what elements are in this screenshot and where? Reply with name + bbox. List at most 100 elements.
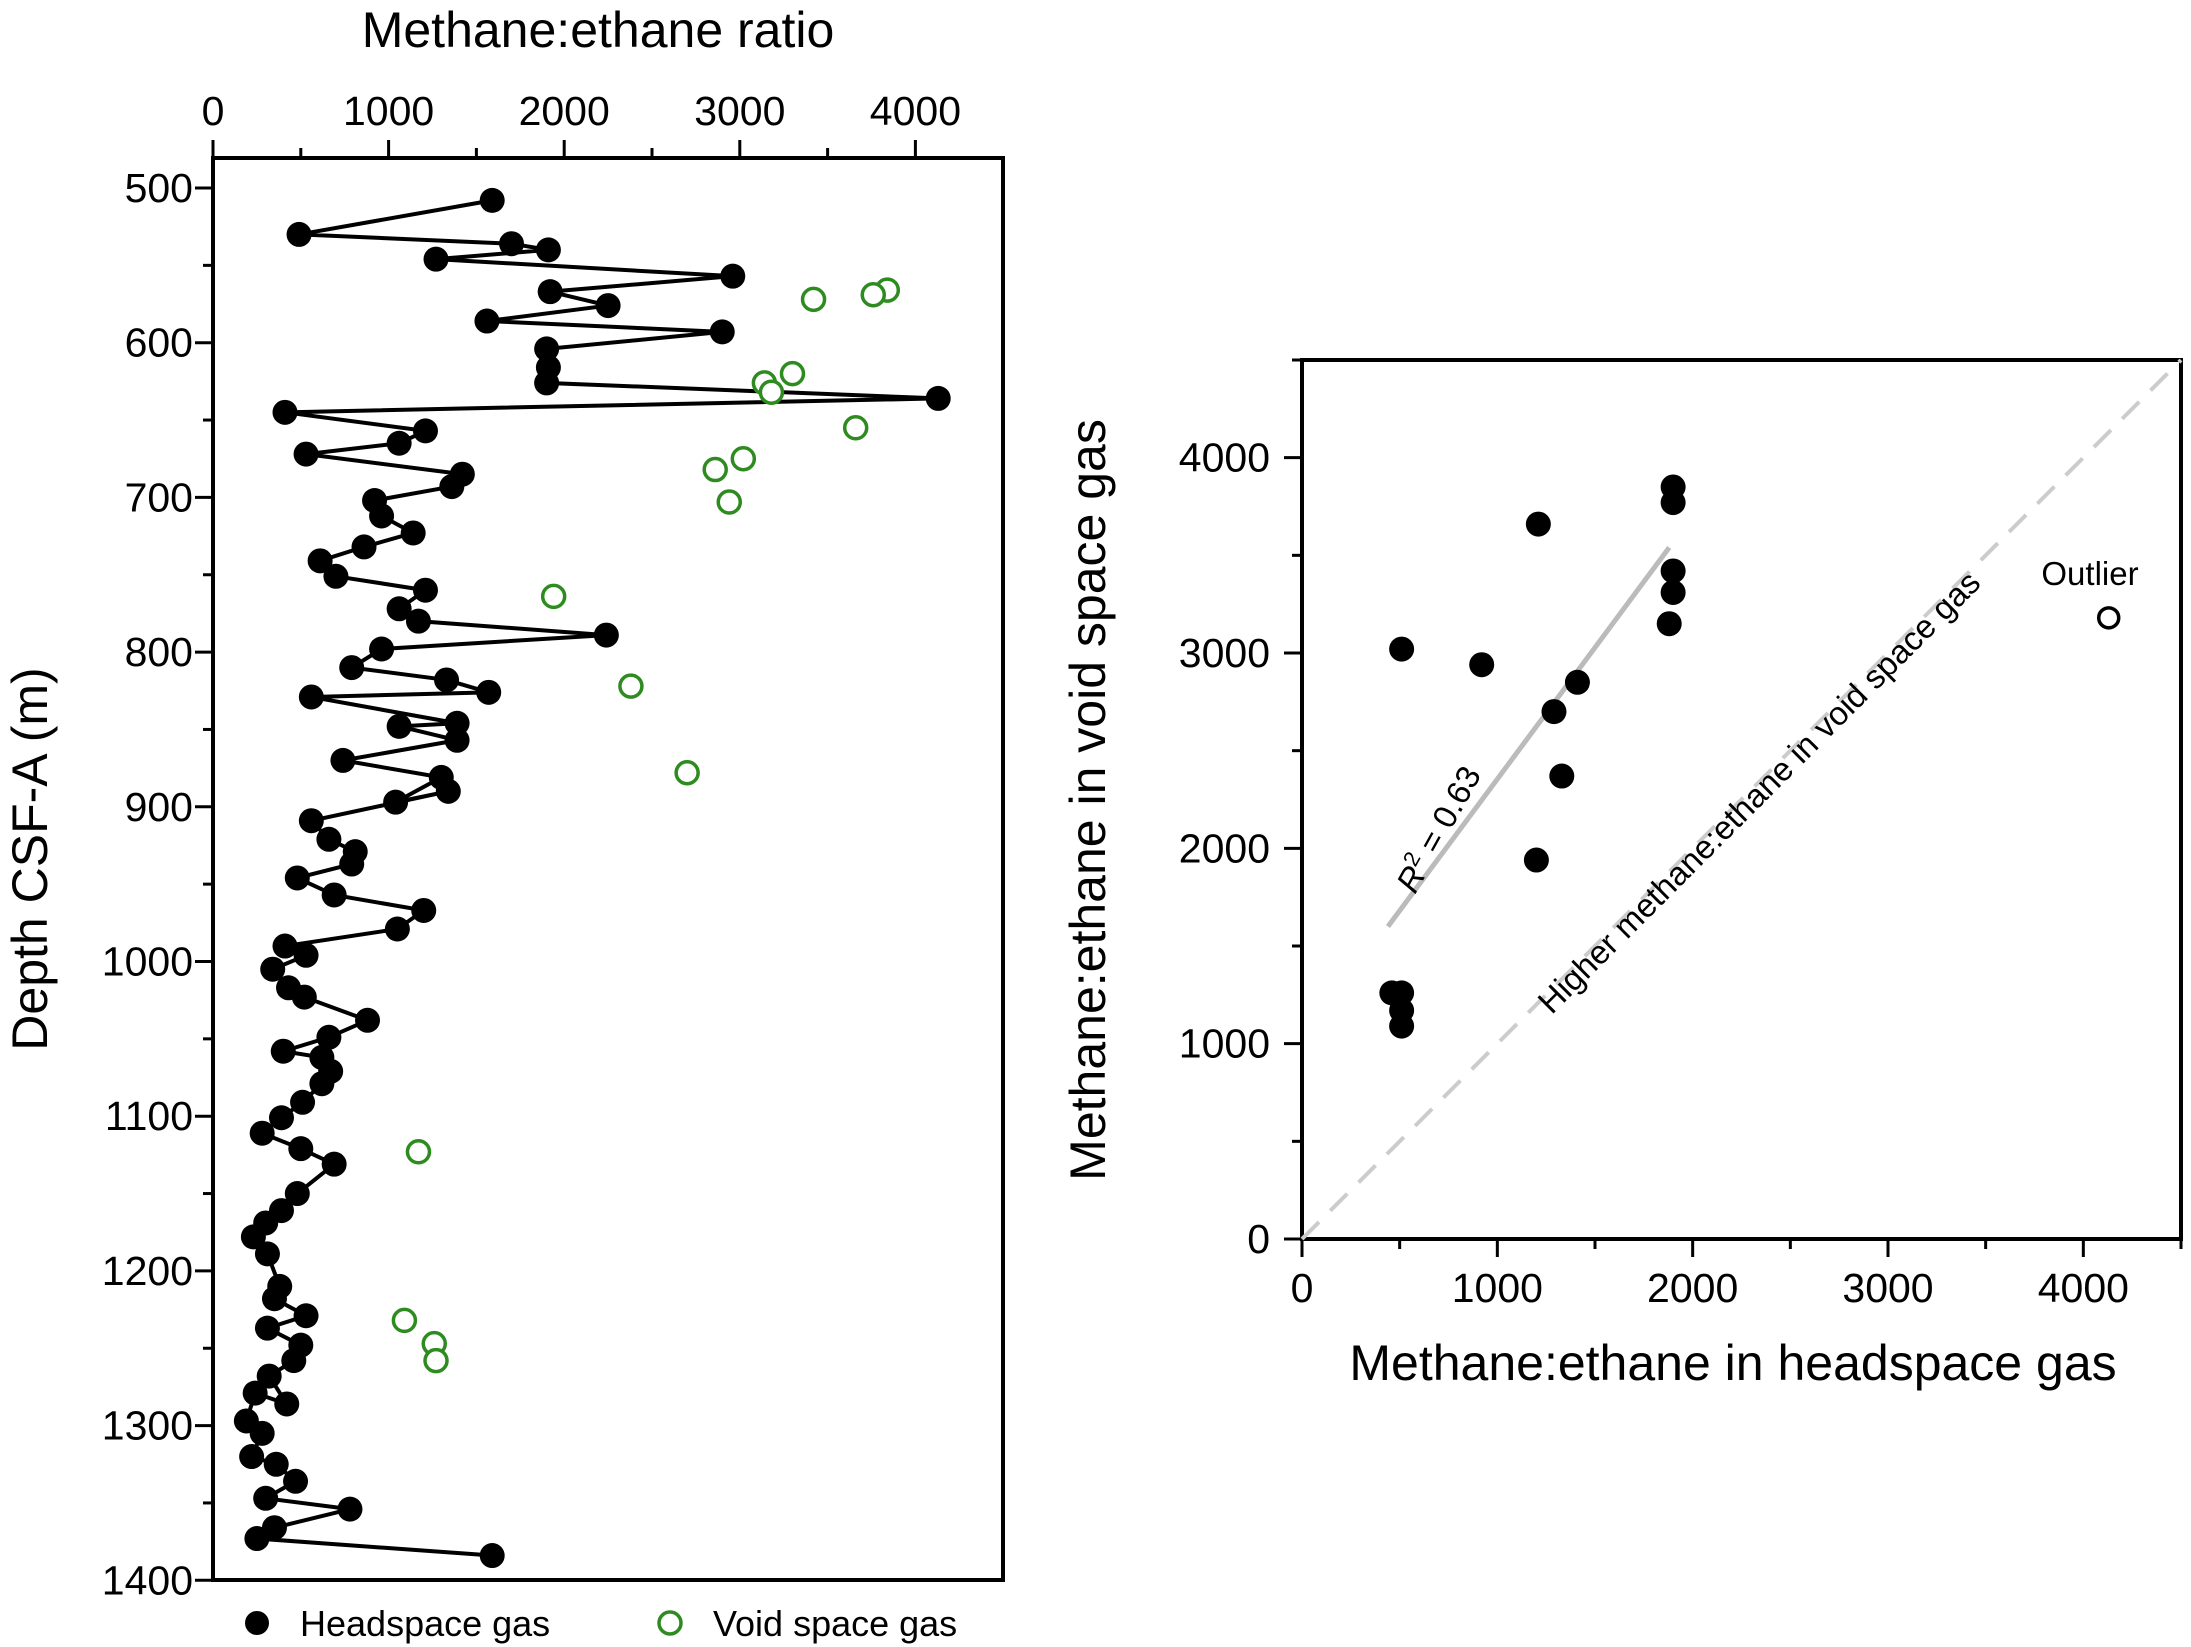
headspace-gas-point	[439, 474, 465, 500]
depth-x-axis-ticks: 0 1000 2000 3000 4000	[202, 88, 961, 158]
x-tick-label: 0	[1291, 1265, 1314, 1311]
scatter-x-axis-ticks: 0 1000 2000 3000 4000	[1291, 1239, 2183, 1311]
depth-y-axis-ticks: 500 600 700 800 900 1000 1100 1200 1300 1400	[102, 165, 213, 1603]
headspace-gas-point	[240, 1224, 266, 1250]
x-tick-label: 2000	[1647, 1265, 1738, 1311]
void-space-gas-point	[540, 583, 567, 610]
headspace-gas-point	[281, 1348, 307, 1374]
scatter-point	[1660, 490, 1686, 516]
headspace-gas-point	[412, 577, 438, 603]
depth-profile-chart: Methane:ethane ratio Depth CSF-A (m) 0 10…	[2, 2, 1005, 1644]
x-tick-label: 2000	[519, 88, 610, 134]
legend-void-marker	[657, 1610, 683, 1636]
headspace-gas-line	[244, 198, 939, 1558]
headspace-gas-point	[239, 1444, 265, 1470]
scatter-point	[1469, 652, 1495, 678]
r-squared-annotation: R2 = 0.63	[1386, 758, 1488, 899]
y-tick-label: 500	[125, 165, 193, 211]
depth-y-axis-title: Depth CSF-A (m)	[2, 667, 58, 1050]
y-tick-label: 3000	[1179, 630, 1270, 676]
y-tick-label: 2000	[1179, 825, 1270, 871]
x-tick-label: 1000	[343, 88, 434, 134]
x-tick-label: 4000	[2038, 1265, 2129, 1311]
y-tick-label: 1400	[102, 1557, 193, 1603]
headspace-gas-point	[444, 727, 470, 753]
legend-headspace-label: Headspace gas	[300, 1603, 550, 1644]
void-space-gas-point	[391, 1307, 418, 1334]
headspace-gas-point	[316, 826, 342, 852]
headspace-gas-point	[534, 336, 560, 362]
headspace-gas-point	[709, 319, 735, 345]
headspace-gas-point	[272, 933, 298, 959]
y-tick-label: 1000	[102, 939, 193, 985]
headspace-gas-point	[386, 713, 412, 739]
headspace-gas-point	[298, 684, 324, 710]
scatter-point	[1525, 511, 1551, 537]
x-tick-label: 3000	[1842, 1265, 1933, 1311]
x-tick-label: 0	[202, 88, 225, 134]
headspace-gas-point	[249, 1420, 275, 1446]
headspace-gas-point	[263, 1451, 289, 1477]
headspace-gas-point	[321, 882, 347, 908]
headspace-gas-point	[260, 956, 286, 982]
headspace-gas-point	[244, 1526, 270, 1552]
scatter-point	[1660, 579, 1686, 605]
y-tick-label: 1300	[102, 1403, 193, 1449]
headspace-gas-point	[369, 503, 395, 529]
headspace-gas-point	[293, 942, 319, 968]
scatter-point	[1660, 558, 1686, 584]
headspace-gas-point	[339, 851, 365, 877]
headspace-gas-point	[593, 622, 619, 648]
void-space-gas-point	[779, 360, 806, 387]
headspace-gas-point	[369, 636, 395, 662]
void-space-gas-point	[758, 379, 785, 405]
scatter-point	[1549, 763, 1575, 789]
headspace-gas-point	[249, 1120, 275, 1146]
void-space-gas-point	[405, 1139, 432, 1165]
headspace-gas-point	[337, 1496, 363, 1522]
y-tick-label: 1100	[105, 1093, 193, 1139]
headspace-gas-point	[284, 865, 310, 891]
headspace-gas-point	[298, 808, 324, 834]
r-squared-label: R2 = 0.63	[1386, 758, 1488, 898]
headspace-gas-point	[253, 1485, 279, 1511]
scatter-points	[1379, 474, 2121, 1039]
void-space-gas-point	[730, 445, 757, 472]
void-space-gas-point	[716, 489, 743, 515]
void-space-gas-point	[674, 760, 700, 786]
headspace-gas-point	[307, 548, 333, 574]
headspace-gas-point	[534, 370, 560, 396]
headspace-gas-point	[384, 916, 410, 942]
scatter-point	[1564, 669, 1590, 695]
scatter-point	[1541, 699, 1567, 725]
scatter-point	[1656, 611, 1682, 637]
headspace-gas-point	[270, 1038, 296, 1064]
headspace-gas-point	[288, 1136, 314, 1162]
void-space-gas-point	[860, 281, 887, 308]
headspace-gas-point	[339, 655, 365, 681]
outlier-point	[2096, 606, 2121, 630]
y-tick-label: 0	[1247, 1216, 1270, 1262]
scatter-x-axis-title: Methane:ethane in headspace gas	[1349, 1335, 2116, 1391]
scatter-point	[1389, 1013, 1415, 1039]
one-to-one-dashed-line	[1300, 358, 2183, 1241]
void-space-gas-point	[618, 673, 644, 699]
headspace-gas-point	[479, 187, 505, 213]
scatter-point	[1523, 847, 1549, 873]
region-annotation: Higher methane:ethane in void space gas	[1530, 563, 1987, 1020]
headspace-gas-point	[479, 1543, 505, 1569]
headspace-gas-point	[283, 1468, 309, 1494]
headspace-gas-point	[330, 747, 356, 773]
headspace-gas-points	[233, 187, 951, 1569]
scatter-y-axis-title: Methane:ethane in void space gas	[1060, 419, 1116, 1181]
regression-line	[1385, 546, 1672, 928]
headspace-gas-point	[290, 1089, 316, 1115]
legend-void-label: Void space gas	[713, 1603, 957, 1644]
r-squared-value: = 0.63	[1406, 760, 1488, 867]
headspace-gas-point	[291, 984, 317, 1010]
headspace-vs-void-scatter: Methane:ethane in headspace gas Methane:…	[1060, 358, 2183, 1391]
headspace-gas-point	[261, 1286, 287, 1312]
scatter-plot-frame	[1300, 358, 2183, 1241]
headspace-gas-point	[535, 237, 561, 263]
headspace-gas-point	[323, 563, 349, 589]
